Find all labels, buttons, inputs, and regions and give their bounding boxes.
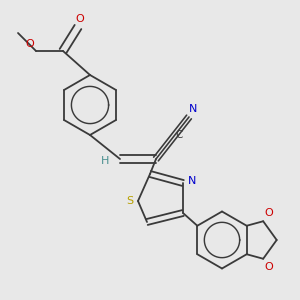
Text: S: S (126, 196, 134, 206)
Text: N: N (189, 104, 197, 114)
Text: H: H (101, 155, 110, 166)
Text: C: C (176, 130, 183, 140)
Text: O: O (265, 262, 273, 272)
Text: O: O (75, 14, 84, 24)
Text: O: O (26, 40, 34, 50)
Text: N: N (188, 176, 196, 187)
Text: O: O (265, 208, 273, 218)
